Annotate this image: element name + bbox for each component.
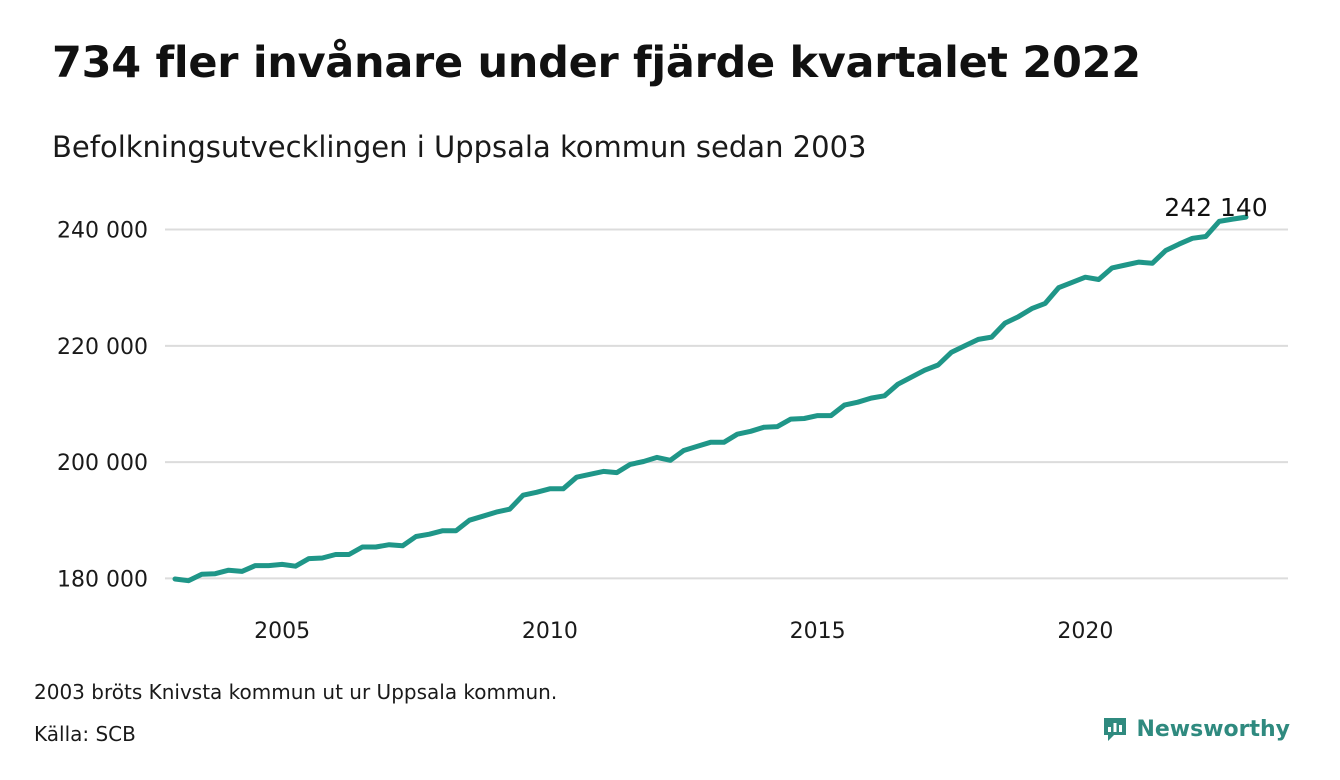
y-tick-label-1: 200 000 <box>57 451 148 476</box>
chart-title: 734 fler invånare under fjärde kvartalet… <box>52 38 1141 88</box>
footnote: 2003 bröts Knivsta kommun ut ur Uppsala … <box>34 680 558 704</box>
x-tick-label-0: 2005 <box>254 619 310 644</box>
x-tick-label-1: 2010 <box>522 619 578 644</box>
newsworthy-logo-icon <box>1104 718 1127 741</box>
x-tick-label-3: 2020 <box>1057 619 1113 644</box>
brand-logo: Newsworthy <box>1102 716 1290 742</box>
brand-name: Newsworthy <box>1136 716 1290 742</box>
chart-subtitle: Befolkningsutvecklingen i Uppsala kommun… <box>52 130 867 164</box>
grid-lines <box>165 228 1288 580</box>
end-value-label: 242 140 <box>1164 193 1267 222</box>
population-line-chart: 180 000 200 000 220 000 240 000 2005 2010 201… <box>57 193 1288 644</box>
x-tick-label-2: 2015 <box>790 619 846 644</box>
y-tick-label-3: 240 000 <box>57 219 148 244</box>
y-axis-ticks: 180 000 200 000 220 000 240 000 <box>57 219 148 593</box>
source-credit: Källa: SCB <box>34 722 136 746</box>
x-axis-ticks: 2005 2010 2015 2020 <box>254 619 1113 644</box>
y-tick-label-0: 180 000 <box>57 567 148 592</box>
y-tick-label-2: 220 000 <box>57 335 148 360</box>
series-line-population <box>172 214 1249 584</box>
